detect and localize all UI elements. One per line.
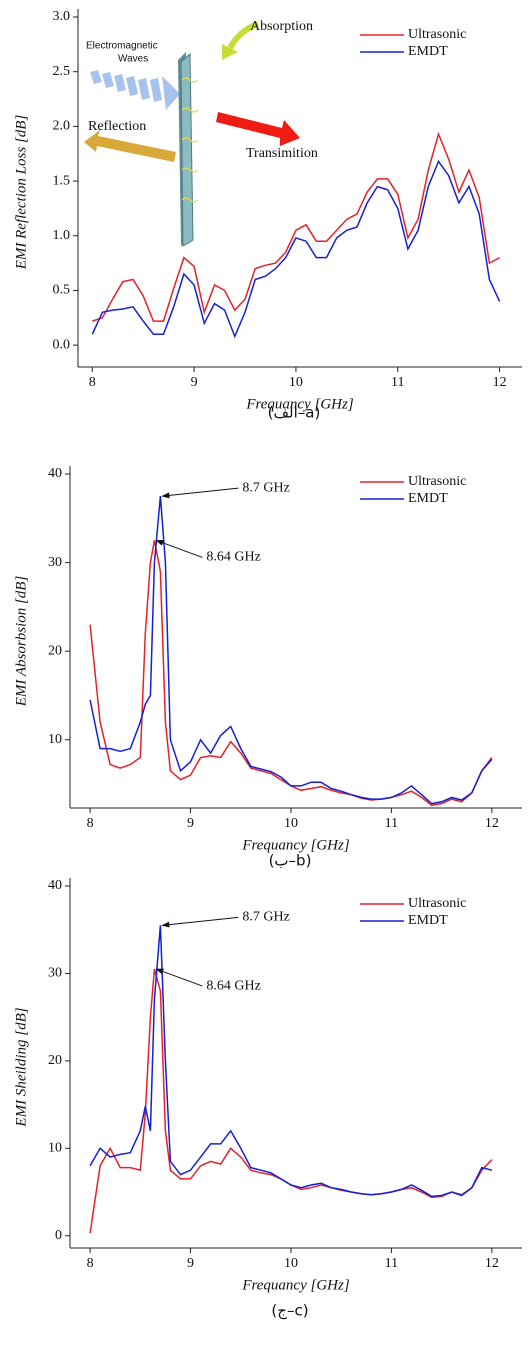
series-line [89,925,493,1198]
x-axis-title: Frequancy [GHz] [245,396,354,412]
y-tick-label: 30 [48,555,62,570]
inset-label: Reflection [88,119,146,134]
y-tick-label: 10 [48,1141,62,1156]
inset-label: Waves [118,54,148,65]
caption: (الف–a) [268,404,321,422]
absorption-arrow-head [222,44,238,60]
x-tick-label: 10 [284,816,298,831]
transmission-arrow [216,112,300,146]
x-axis-title: Frequancy [GHz] [241,837,350,853]
inset-illustration: Electromagnetic Waves Absorption Reflect… [84,19,318,247]
legend-label: Ultrasonic [408,474,466,489]
inset-label: Transimition [246,146,318,161]
caption: (ب–b) [269,852,312,870]
y-axis-title: EMI Reflection Loss [dB] [13,115,29,271]
inset-label: Electromagnetic [86,41,158,52]
legend-label: EMDT [408,913,448,928]
y-tick-label: 20 [48,1053,62,1068]
annotation: 8.64 GHz [206,978,260,993]
wave-arrow [90,70,180,110]
y-tick-label: 0.5 [53,283,71,298]
y-tick-label: 10 [48,732,62,747]
series-line [89,540,493,807]
series-line [89,496,493,805]
x-tick-label: 9 [187,1256,194,1271]
y-tick-label: 1.5 [53,173,71,188]
slab-face [180,52,194,247]
x-tick-label: 11 [385,1256,398,1271]
y-tick-label: 40 [48,878,62,893]
y-tick-label: 30 [48,966,62,981]
x-tick-label: 12 [485,816,499,831]
y-tick-label: 1.0 [53,228,71,243]
x-tick-label: 9 [191,375,198,390]
x-axis-title: Frequancy [GHz] [241,1277,350,1293]
x-tick-label: 10 [284,1256,298,1271]
legend-label: EMDT [408,44,448,59]
x-tick-label: 12 [485,1256,499,1271]
y-tick-label: 3.0 [53,9,71,24]
x-tick-label: 8 [87,816,94,831]
annotation: 8.7 GHz [242,910,289,925]
x-tick-label: 9 [187,816,194,831]
y-tick-label: 20 [48,643,62,658]
x-tick-label: 10 [289,375,303,390]
y-axis-title: EMI Sheilding [dB] [13,1007,29,1127]
annotation: 8.64 GHz [206,550,260,565]
series-line [92,131,500,322]
legend-label: Ultrasonic [408,27,466,42]
absorption-arrow [227,21,260,50]
x-tick-label: 8 [87,1256,94,1271]
x-tick-label: 8 [89,375,96,390]
annotation-arrow [161,916,239,928]
reflection-arrow [84,130,176,162]
slab-waves [181,77,199,203]
y-tick-label: 0 [55,1228,62,1243]
x-tick-label: 12 [493,375,507,390]
inset-label: Absorption [250,19,313,34]
annotation-arrow [161,487,239,499]
y-axis-title: EMI Absorbsion [dB] [13,576,29,708]
x-tick-label: 11 [385,816,398,831]
y-tick-label: 0.0 [53,337,71,352]
y-tick-label: 2.0 [53,119,71,134]
series-line [91,159,501,339]
caption: (ج–c) [271,1302,308,1321]
annotation-arrow [155,968,203,987]
x-tick-label: 11 [391,375,404,390]
legend-label: Ultrasonic [408,896,466,911]
series-line [89,968,493,1234]
annotation-arrow [155,539,203,558]
annotation: 8.7 GHz [242,480,289,495]
y-tick-label: 2.5 [53,64,71,79]
legend-label: EMDT [408,491,448,506]
y-tick-label: 40 [48,466,62,481]
